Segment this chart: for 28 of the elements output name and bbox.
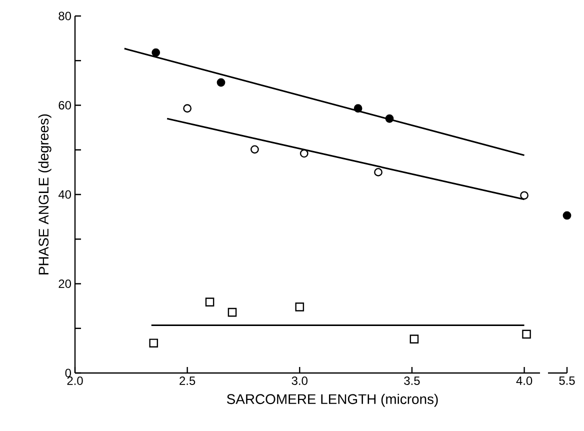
y-tick-label: 0 (65, 368, 72, 378)
x-tick-label: 5.5 (559, 376, 575, 385)
point (374, 168, 382, 176)
x-axis-title: SARCOMERE LENGTH (microns) (226, 394, 438, 407)
x-tick-label: 4.0 (516, 376, 532, 385)
x-tick-label: 2.0 (67, 376, 83, 385)
point (520, 191, 528, 200)
point (183, 104, 192, 113)
x-tick-label: 2.5 (180, 376, 196, 385)
point (410, 334, 419, 344)
point (300, 149, 308, 158)
point (354, 104, 362, 113)
point (152, 48, 160, 57)
point (522, 330, 531, 339)
point (385, 114, 394, 123)
point (149, 338, 158, 348)
point (216, 78, 226, 87)
y-tick-label: 80 (58, 12, 72, 20)
y-tick-label: 20 (58, 280, 72, 288)
y-axis-title: PHASE ANGLE (degrees) (38, 114, 52, 274)
y-tick-label: 60 (58, 101, 72, 110)
x-tick-label: 3.0 (292, 376, 308, 385)
point (228, 308, 237, 317)
point (250, 145, 259, 154)
y-tick-label: 40 (58, 190, 72, 199)
point (205, 298, 214, 306)
x-tick-label: 3.5 (404, 376, 420, 385)
point (295, 302, 304, 312)
